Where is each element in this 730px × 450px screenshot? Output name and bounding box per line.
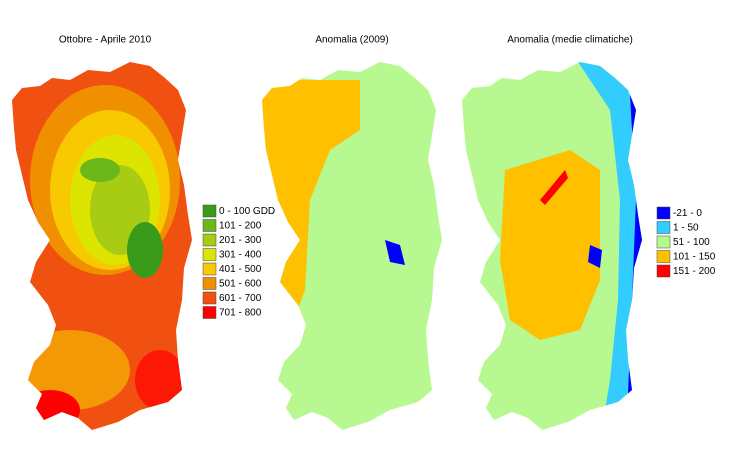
legend-swatch: [202, 262, 217, 276]
map-panel-1: [12, 62, 192, 430]
legend-label: 501 - 600: [219, 279, 262, 290]
legend-swatch: [656, 250, 671, 263]
legend-label: 151 - 200: [673, 266, 716, 277]
legend-label: 401 - 500: [219, 264, 262, 275]
legend-label: 101 - 200: [219, 221, 262, 232]
panel-title: Anomalia (2009): [315, 35, 388, 46]
legend-swatch: [202, 277, 217, 290]
legend-swatch: [202, 204, 217, 218]
legend-label: -21 - 0: [673, 208, 702, 219]
panel-title: Ottobre - Aprile 2010: [59, 35, 152, 46]
legend-label: 1 - 50: [673, 223, 699, 234]
map-panel-2: [262, 62, 442, 430]
legend-label: 201 - 300: [219, 235, 262, 246]
legend-swatch: [202, 306, 217, 319]
legend-swatch: [202, 219, 217, 232]
legend-label: 301 - 400: [219, 250, 262, 261]
legend-label: 701 - 800: [219, 308, 262, 319]
panel-title: Anomalia (medie climatiche): [507, 35, 633, 46]
legend-label: 601 - 700: [219, 293, 262, 304]
legend-swatch: [656, 264, 671, 278]
legend-swatch: [656, 235, 671, 249]
legend-label: 0 - 100 GDD: [219, 206, 275, 217]
legend-swatch: [656, 206, 671, 220]
legend-swatch: [656, 221, 671, 234]
map-panel-3: [462, 62, 642, 430]
legend-label: 101 - 150: [673, 252, 716, 263]
legend-swatch: [202, 233, 217, 247]
legend-swatch: [202, 291, 217, 305]
legend-label: 51 - 100: [673, 237, 710, 248]
legend-swatch: [202, 248, 217, 261]
